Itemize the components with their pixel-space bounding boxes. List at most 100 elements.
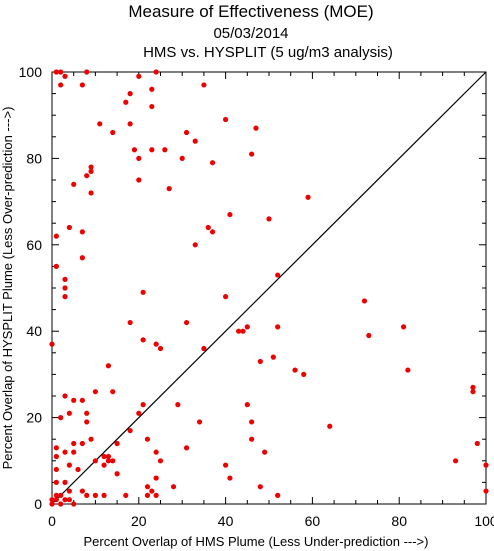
- data-point: [249, 151, 255, 157]
- data-point: [75, 466, 81, 473]
- data-point: [71, 181, 77, 187]
- data-point: [53, 453, 59, 460]
- x-axis-label: Percent Overlap of HMS Plume (Less Under…: [84, 534, 429, 549]
- data-point: [301, 371, 307, 377]
- data-point: [71, 440, 77, 447]
- data-point: [58, 82, 64, 88]
- chart-subtitle-date: 05/03/2014: [213, 25, 288, 42]
- data-point: [483, 488, 489, 494]
- data-point: [127, 319, 133, 326]
- data-point: [88, 436, 94, 442]
- data-point: [136, 177, 142, 183]
- data-point: [453, 458, 459, 464]
- data-point: [244, 324, 250, 330]
- y-axis-label: Percent Overlap of HYSPLIT Plume (Less O…: [0, 107, 15, 470]
- data-point: [101, 453, 107, 460]
- data-point: [275, 324, 281, 330]
- y-tick-label: 40: [26, 323, 42, 339]
- data-point: [105, 363, 112, 369]
- data-point: [110, 458, 116, 464]
- chart-subtitle-analysis: HMS vs. HYSPLIT (5 ug/m3 analysis): [143, 44, 393, 61]
- data-point: [53, 263, 59, 269]
- data-point: [66, 497, 72, 503]
- x-tick-label: 0: [48, 513, 56, 529]
- data-point: [62, 285, 68, 291]
- data-point: [84, 419, 90, 425]
- data-point: [53, 479, 59, 485]
- data-point: [144, 436, 151, 442]
- x-tick-label: 100: [474, 513, 494, 529]
- data-point: [79, 488, 85, 494]
- data-point: [53, 492, 59, 498]
- chart-title: Measure of Effectiveness (MOE): [128, 2, 373, 21]
- data-point: [275, 492, 281, 498]
- data-point: [79, 397, 85, 403]
- data-points: [49, 69, 489, 507]
- data-point: [270, 354, 276, 360]
- data-point: [71, 501, 77, 507]
- data-point: [66, 488, 72, 494]
- data-point: [88, 168, 94, 174]
- data-point: [79, 440, 85, 447]
- data-point: [170, 484, 177, 490]
- data-point: [110, 389, 116, 395]
- data-point: [62, 497, 68, 503]
- data-point: [79, 82, 85, 88]
- y-tick-label: 100: [19, 64, 43, 80]
- data-point: [223, 294, 229, 300]
- data-point: [227, 211, 233, 218]
- data-point: [62, 294, 68, 300]
- data-point: [123, 492, 129, 498]
- data-point: [92, 458, 98, 464]
- data-point: [84, 173, 90, 179]
- data-point: [144, 484, 151, 490]
- data-point: [361, 298, 368, 304]
- data-point: [223, 116, 229, 123]
- data-point: [405, 367, 411, 373]
- data-point: [157, 458, 164, 464]
- data-point: [127, 427, 133, 434]
- data-point: [327, 423, 333, 429]
- data-point: [49, 497, 55, 503]
- data-point: [223, 462, 229, 468]
- data-point: [153, 449, 159, 455]
- data-point: [166, 186, 172, 192]
- data-point: [153, 341, 159, 347]
- data-point: [183, 445, 190, 451]
- x-tick-label: 80: [391, 513, 407, 529]
- data-point: [49, 501, 55, 507]
- data-point: [88, 164, 94, 170]
- data-point: [62, 393, 68, 399]
- data-point: [62, 479, 68, 485]
- data-point: [92, 389, 98, 395]
- data-point: [62, 73, 68, 79]
- x-tick-label: 60: [305, 513, 321, 529]
- data-point: [136, 155, 142, 161]
- y-tick-label: 0: [34, 496, 42, 512]
- data-point: [97, 121, 103, 127]
- data-point: [483, 462, 489, 468]
- x-tick-label: 40: [218, 513, 234, 529]
- data-point: [66, 224, 72, 231]
- data-point: [249, 436, 255, 442]
- data-point: [62, 276, 68, 282]
- data-point: [58, 492, 64, 498]
- data-point: [262, 449, 268, 455]
- data-point: [366, 332, 372, 339]
- data-point: [149, 86, 155, 92]
- data-point: [84, 410, 90, 416]
- reference-diagonal-line: [51, 71, 487, 505]
- data-point: [209, 229, 216, 235]
- data-point: [66, 410, 72, 416]
- data-point: [110, 129, 116, 136]
- data-point: [470, 389, 476, 395]
- data-point: [101, 492, 107, 498]
- data-point: [131, 147, 138, 153]
- data-point: [58, 69, 64, 75]
- data-point: [71, 397, 77, 403]
- data-point: [92, 492, 98, 498]
- data-point: [305, 194, 311, 200]
- data-point: [179, 155, 185, 161]
- data-point: [71, 449, 77, 455]
